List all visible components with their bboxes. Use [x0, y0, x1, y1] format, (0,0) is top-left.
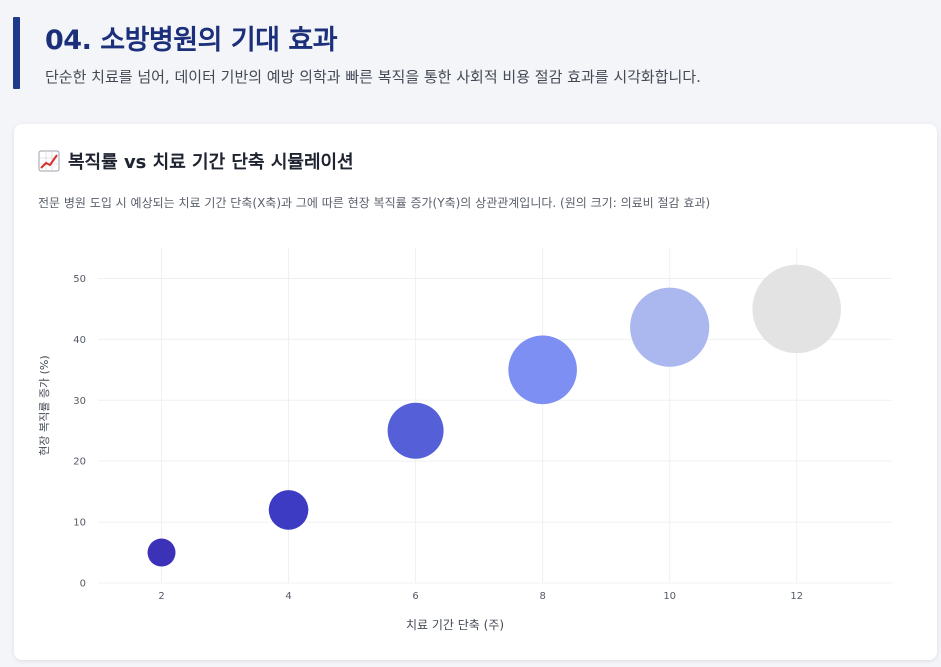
- x-tick-label: 6: [412, 591, 418, 602]
- chart-increasing-icon: [38, 150, 60, 172]
- title-accent-bar: [13, 17, 20, 89]
- y-axis-label: 현장 복직률 증가 (%): [38, 355, 51, 455]
- card-title: 복직률 vs 치료 기간 단축 시뮬레이션: [38, 148, 354, 174]
- bubble-point: [268, 490, 309, 530]
- y-tick-label: 40: [73, 335, 86, 346]
- y-tick-label: 0: [80, 579, 86, 590]
- x-tick-label: 8: [539, 591, 545, 602]
- axes: 2 4 6 8 10 12 0 10 20 30 40 50 치료 기간 단축 (주) 현장 복직률 증가…: [38, 274, 803, 632]
- x-tick-label: 10: [663, 591, 676, 602]
- x-axis-label: 치료 기간 단축 (주): [406, 618, 504, 632]
- bubble-point: [147, 538, 176, 567]
- bubble-chart: 2 4 6 8 10 12 0 10 20 30 40 50 치료 기간 단축 (주) 현장 복직률 증가…: [38, 248, 892, 632]
- bubble-point: [630, 287, 710, 367]
- x-tick-label: 2: [158, 591, 164, 602]
- bubble-point: [508, 335, 577, 405]
- bubble-series: [147, 264, 841, 567]
- y-tick-label: 50: [73, 274, 86, 285]
- y-tick-label: 30: [73, 396, 86, 407]
- y-tick-label: 10: [73, 518, 86, 529]
- card-description: 전문 병원 도입 시 예상되는 치료 기간 단축(X축)과 그에 따른 현장 복…: [38, 196, 711, 210]
- page-title: 04. 소방병원의 기대 효과: [45, 25, 338, 56]
- chart-card: 복직률 vs 치료 기간 단축 시뮬레이션 전문 병원 도입 시 예상되는 치료…: [14, 124, 937, 660]
- page-subtitle: 단순한 치료를 넘어, 데이터 기반의 예방 의학과 빠른 복직을 통한 사회적…: [45, 68, 701, 86]
- x-tick-label: 12: [790, 591, 803, 602]
- y-tick-label: 20: [73, 457, 86, 468]
- bubble-point: [752, 264, 841, 354]
- card-title-text: 복직률 vs 치료 기간 단축 시뮬레이션: [68, 152, 354, 173]
- x-tick-label: 4: [285, 591, 291, 602]
- bubble-point: [387, 402, 444, 459]
